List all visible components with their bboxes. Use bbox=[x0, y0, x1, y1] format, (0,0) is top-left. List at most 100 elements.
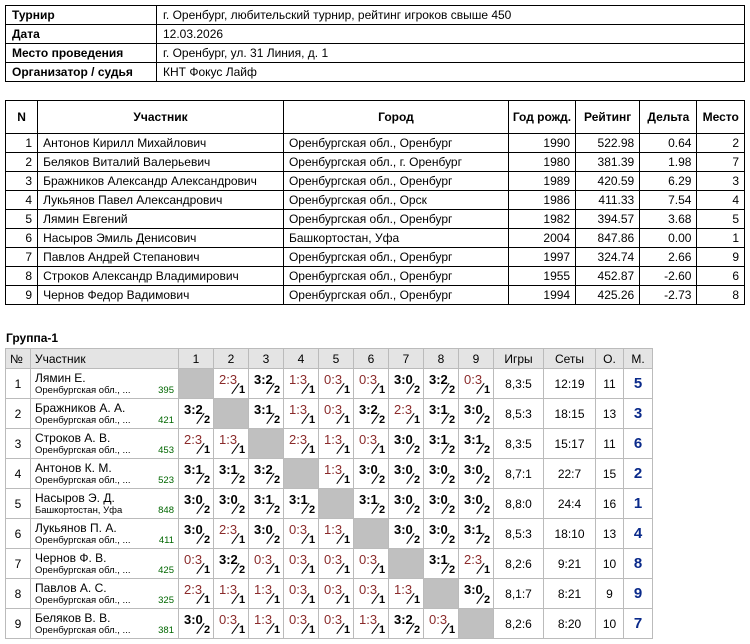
player-rating: 425 bbox=[158, 565, 174, 576]
participant-row: 3 Бражников Александр Александрович Оренбу… bbox=[4, 171, 745, 191]
match-points: 1 bbox=[344, 594, 351, 606]
match-points: 2 bbox=[414, 444, 421, 456]
result-cell: 3:2 2 bbox=[353, 398, 389, 429]
player-city-line: Оренбургская обл., ... 325 bbox=[35, 595, 174, 606]
column-header: 6 bbox=[353, 348, 389, 369]
match-points: 1 bbox=[379, 384, 386, 396]
participant-cell: 5 bbox=[696, 209, 745, 229]
player-name: Лямин Е. bbox=[35, 371, 86, 385]
result-cell: 3:1 2 bbox=[458, 518, 494, 549]
score: 3:1 bbox=[219, 462, 238, 477]
participant-row: 6 Насыров Эмиль Денисович Башкортостан, Уф… bbox=[4, 228, 745, 248]
result-cell: 2:3 1 bbox=[458, 548, 494, 579]
games: 8,8:0 bbox=[493, 488, 544, 519]
info-label: Дата bbox=[5, 24, 157, 44]
result-cell: 1:3 1 bbox=[318, 518, 354, 549]
score: 2:3 bbox=[394, 402, 413, 417]
participant-cell: 3.68 bbox=[639, 209, 698, 229]
match-points: 1 bbox=[449, 624, 456, 636]
participant-cell: 4 bbox=[696, 190, 745, 210]
match-points: 2 bbox=[274, 384, 281, 396]
match-points: 2 bbox=[449, 564, 456, 576]
result-cell: 0:3 1 bbox=[318, 398, 354, 429]
score: 3:2 bbox=[359, 402, 378, 417]
score: 1:3 bbox=[254, 582, 273, 597]
result-cell: 3:0 2 bbox=[423, 458, 459, 489]
match-points: 1 bbox=[274, 564, 281, 576]
sets: 8:20 bbox=[543, 608, 596, 639]
result-cell: 1:3 1 bbox=[318, 428, 354, 459]
match-points: 2 bbox=[484, 414, 491, 426]
group-row: 5 Насыров Э. Д. Башкортостан, Уфа 848 3:0 2 3:… bbox=[5, 488, 653, 519]
cross-table: № Участник 1 2 3 4 5 6 7 8 9 Игры Сеты О. М. 1 Лямин Е. О… bbox=[5, 348, 653, 639]
participant-cell: Строков Александр Владимирович bbox=[37, 266, 284, 286]
group-row: 1 Лямин Е. Оренбургская обл., ... 395 2:3 1 3:… bbox=[5, 368, 653, 399]
player-city: Оренбургская обл., ... bbox=[35, 595, 131, 606]
player-rating: 421 bbox=[158, 415, 174, 426]
result-cell: 3:2 2 bbox=[423, 368, 459, 399]
player-rating: 453 bbox=[158, 445, 174, 456]
participant-cell: 381.39 bbox=[575, 152, 641, 172]
column-header: Участник bbox=[30, 348, 179, 369]
participant-cell: 420.59 bbox=[575, 171, 641, 191]
column-header: Сеты bbox=[543, 348, 596, 369]
player-city-line: Оренбургская обл., ... 523 bbox=[35, 475, 174, 486]
group-row: 9 Беляков В. В. Оренбургская обл., ... 381 3… bbox=[5, 608, 653, 639]
match-points: 2 bbox=[379, 504, 386, 516]
player-city: Оренбургская обл., ... bbox=[35, 385, 131, 396]
score: 0:3 bbox=[254, 552, 273, 567]
player-city: Оренбургская обл., ... bbox=[35, 415, 131, 426]
match-points: 1 bbox=[239, 624, 246, 636]
participant-cell: 394.57 bbox=[575, 209, 641, 229]
participant-cell: 0.64 bbox=[639, 133, 698, 153]
participant-cell: 522.98 bbox=[575, 133, 641, 153]
result-cell: 3:1 2 bbox=[248, 488, 284, 519]
participant-cell: 3 bbox=[4, 171, 39, 191]
match-points: 1 bbox=[344, 444, 351, 456]
match-points: 1 bbox=[379, 594, 386, 606]
score: 2:3 bbox=[289, 432, 308, 447]
participant-cell: Павлов Андрей Степанович bbox=[37, 247, 284, 267]
score: 0:3 bbox=[359, 432, 378, 447]
column-header: 9 bbox=[458, 348, 494, 369]
row-number: 4 bbox=[5, 458, 31, 489]
sets: 24:4 bbox=[543, 488, 596, 519]
match-points: 1 bbox=[309, 594, 316, 606]
match-points: 2 bbox=[274, 474, 281, 486]
self-cell bbox=[283, 458, 319, 489]
match-points: 1 bbox=[344, 534, 351, 546]
participant-cell: 2004 bbox=[507, 228, 577, 248]
match-points: 2 bbox=[414, 624, 421, 636]
player-city-line: Оренбургская обл., ... 411 bbox=[35, 535, 174, 546]
participant-cell: -2.60 bbox=[639, 266, 698, 286]
player-cell: Бражников А. А. Оренбургская обл., ... 421 bbox=[30, 398, 179, 429]
result-cell: 3:1 2 bbox=[458, 428, 494, 459]
games: 8,3:5 bbox=[493, 428, 544, 459]
participant-cell: Антонов Кирилл Михайлович bbox=[37, 133, 284, 153]
score: 1:3 bbox=[324, 522, 343, 537]
match-points: 2 bbox=[484, 474, 491, 486]
score: 3:0 bbox=[429, 522, 448, 537]
score: 0:3 bbox=[289, 552, 308, 567]
score: 3:0 bbox=[464, 402, 483, 417]
match-points: 2 bbox=[274, 534, 281, 546]
score: 3:0 bbox=[464, 582, 483, 597]
score: 3:0 bbox=[464, 492, 483, 507]
score: 1:3 bbox=[324, 462, 343, 477]
participant-cell: 1 bbox=[696, 228, 745, 248]
score: 3:1 bbox=[429, 402, 448, 417]
participant-cell: Оренбургская обл., Орск bbox=[282, 190, 509, 210]
self-cell bbox=[178, 368, 214, 399]
match-points: 1 bbox=[414, 594, 421, 606]
result-cell: 2:3 1 bbox=[178, 578, 214, 609]
column-header: 7 bbox=[388, 348, 424, 369]
match-points: 2 bbox=[204, 504, 211, 516]
info-row: Место проведения г. Оренбург, ул. 31 Лини… bbox=[5, 43, 745, 63]
score: 3:0 bbox=[359, 462, 378, 477]
result-cell: 0:3 1 bbox=[353, 428, 389, 459]
participant-cell: 6 bbox=[4, 228, 39, 248]
score: 3:2 bbox=[394, 612, 413, 627]
player-cell: Беляков В. В. Оренбургская обл., ... 381 bbox=[30, 608, 179, 639]
score: 0:3 bbox=[359, 372, 378, 387]
result-cell: 3:0 2 bbox=[178, 608, 214, 639]
